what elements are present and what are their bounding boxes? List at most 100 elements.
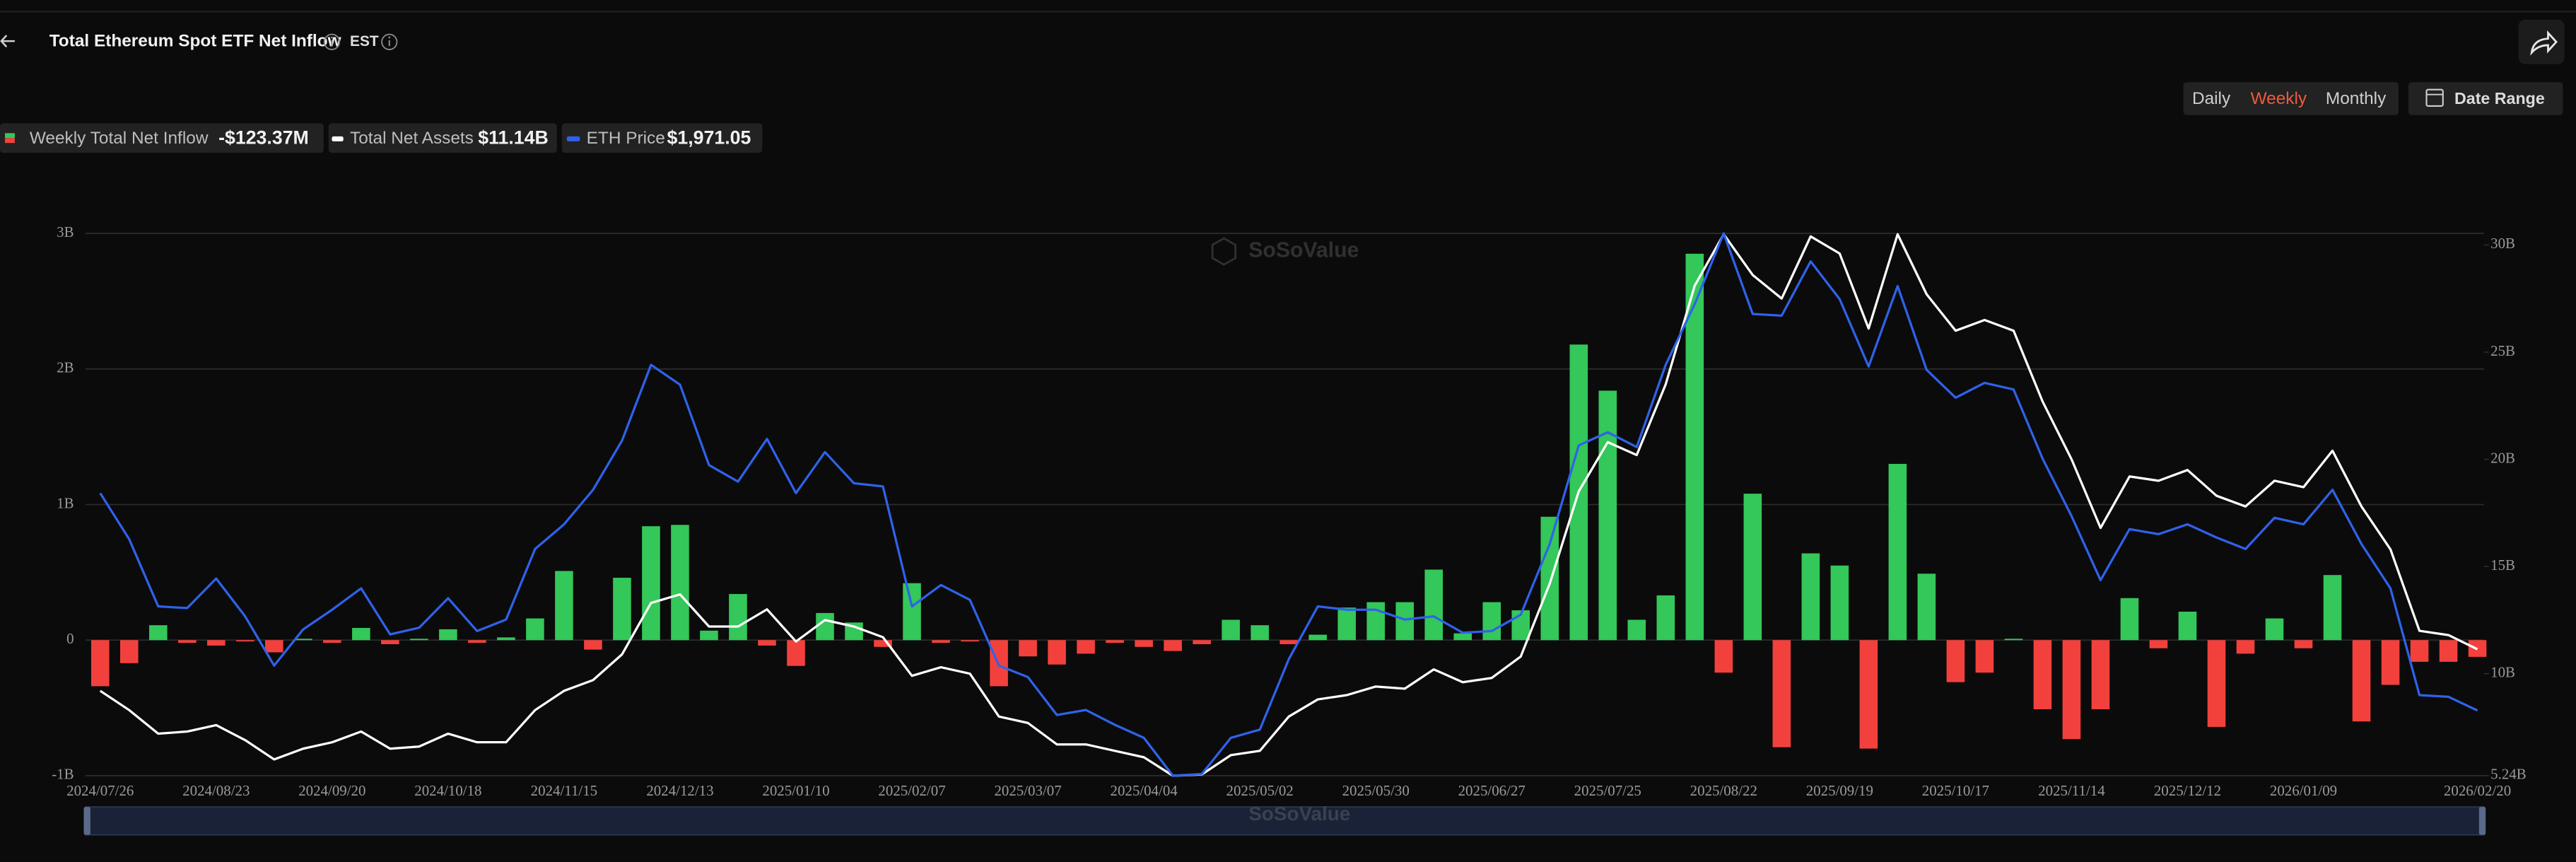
bar xyxy=(1019,640,1037,657)
bar xyxy=(555,571,573,641)
line-series xyxy=(99,233,2478,777)
legend-swatch xyxy=(566,136,580,141)
calendar-icon xyxy=(2425,88,2444,107)
bar xyxy=(1453,633,1473,641)
bar xyxy=(1395,602,1414,641)
bar xyxy=(1859,640,1878,749)
y2-tick-label: 25B xyxy=(2490,342,2515,359)
watermark-logo xyxy=(1211,237,1237,266)
bar xyxy=(1106,640,1124,643)
timezone: EST xyxy=(350,33,379,49)
bar xyxy=(2004,639,2023,641)
legend-item[interactable]: Total Net Assets $11.14B xyxy=(328,123,557,153)
bar xyxy=(1743,494,1762,641)
navigator-handle[interactable] xyxy=(2478,807,2486,835)
x-tick-label: 2025/08/22 xyxy=(1690,782,1757,799)
x-tick-label: 2025/05/02 xyxy=(1226,782,1294,799)
watermark: SoSoValue xyxy=(1211,237,1359,266)
legend-swatch xyxy=(4,138,15,144)
bar xyxy=(1685,253,1704,641)
navigator-watermark: SoSoValue xyxy=(1248,803,1350,825)
bar xyxy=(294,639,312,641)
x-tick-label: 2024/12/13 xyxy=(646,782,713,799)
back-button[interactable] xyxy=(0,35,15,48)
bar xyxy=(2062,640,2081,740)
info-dot xyxy=(331,36,333,39)
bar xyxy=(90,640,110,687)
bar xyxy=(2381,640,2400,685)
x-tick-label: 2025/12/12 xyxy=(2154,782,2221,799)
y2-tick-label: 20B xyxy=(2490,449,2515,466)
bar xyxy=(1164,640,1182,651)
period-button[interactable]: Weekly xyxy=(2251,89,2307,108)
bar xyxy=(613,578,631,641)
bar xyxy=(2439,640,2458,662)
bar xyxy=(2091,640,2110,710)
bar xyxy=(2352,640,2371,722)
bar xyxy=(381,640,399,644)
navigator-handle[interactable] xyxy=(83,807,90,835)
legend-label: ETH Price xyxy=(587,129,665,148)
bar xyxy=(1366,602,1385,641)
info-circle xyxy=(381,33,398,50)
bar xyxy=(2033,640,2052,710)
bar xyxy=(2265,618,2284,641)
bar xyxy=(1656,595,1675,641)
legend-item[interactable]: ETH Price $1,971.05 xyxy=(561,123,763,153)
legend-item[interactable]: Weekly Total Net Inflow -$123.37M xyxy=(0,123,324,153)
y-tick-label: 2B xyxy=(57,359,74,376)
x-tick-label: 2026/02/20 xyxy=(2444,782,2511,799)
legend-label: Weekly Total Net Inflow xyxy=(30,129,209,148)
bar xyxy=(1048,640,1066,665)
date-range-button[interactable]: Date Range xyxy=(2408,82,2563,115)
share-bg xyxy=(2518,19,2565,64)
bar xyxy=(119,640,139,663)
bar xyxy=(1540,516,1559,641)
bar xyxy=(2294,640,2313,648)
x-tick-label: 2025/07/25 xyxy=(1574,782,1641,799)
info-icon[interactable] xyxy=(323,33,341,50)
bar xyxy=(2207,640,2226,727)
x-tick-label: 2025/11/14 xyxy=(2038,782,2105,799)
bar xyxy=(671,525,689,641)
bar xyxy=(874,640,892,647)
bar xyxy=(816,612,834,641)
bar xyxy=(903,583,921,641)
bar xyxy=(1946,640,1965,682)
x-tick-label: 2024/09/20 xyxy=(298,782,365,799)
bar xyxy=(584,640,602,650)
x-tick-label: 2025/01/10 xyxy=(762,782,829,799)
info-dot xyxy=(388,36,391,39)
bar xyxy=(236,640,254,642)
bar xyxy=(1830,565,1849,641)
date-range-bg xyxy=(2408,82,2563,115)
x-tick-label: 2025/10/17 xyxy=(1922,782,1989,799)
x-tick-label: 2025/09/19 xyxy=(1806,782,1873,799)
date-range-label: Date Range xyxy=(2454,89,2545,107)
legend-bg xyxy=(328,123,557,153)
bar xyxy=(1482,602,1501,641)
share-button[interactable] xyxy=(2518,19,2565,64)
legend-value: -$123.37M xyxy=(218,127,309,148)
bar xyxy=(265,640,283,653)
y-tick-label: 1B xyxy=(57,494,74,511)
bar xyxy=(932,640,950,643)
bar xyxy=(2178,611,2197,641)
bar xyxy=(207,640,226,646)
legend-bg xyxy=(561,123,763,153)
period-group xyxy=(2183,82,2399,115)
bar xyxy=(352,627,370,641)
legend-value: $1,971.05 xyxy=(667,127,751,148)
bar xyxy=(439,629,457,641)
period-button[interactable]: Monthly xyxy=(2326,89,2387,108)
navigator[interactable] xyxy=(84,806,2485,836)
bar xyxy=(1888,463,1907,641)
y-tick-label: 3B xyxy=(57,223,74,240)
back-arrow xyxy=(0,35,15,48)
bar xyxy=(1598,390,1617,641)
bar xyxy=(1917,573,1936,641)
timezone-info-icon[interactable] xyxy=(381,33,398,50)
x-tick-label: 2024/10/18 xyxy=(414,782,481,799)
period-button[interactable]: Daily xyxy=(2192,89,2231,108)
